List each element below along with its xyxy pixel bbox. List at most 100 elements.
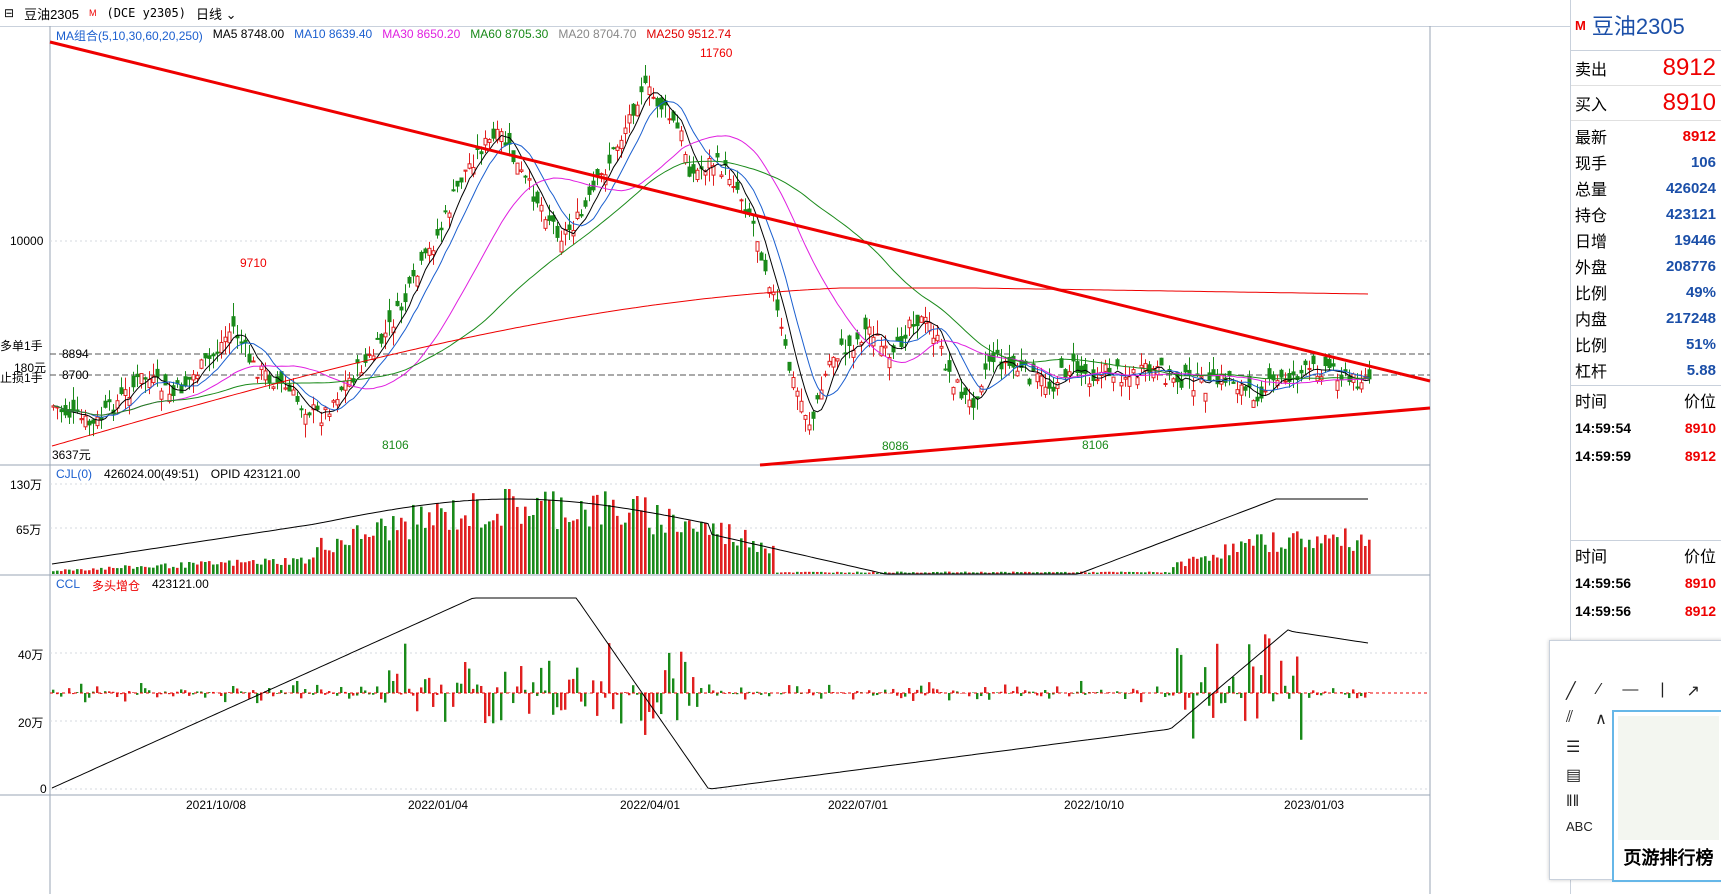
candle-body [835, 358, 840, 362]
oi-bar [388, 670, 391, 693]
ma-legend-label[interactable]: MA组合(5,10,30,60,20,250) [56, 29, 203, 43]
vline-tool-icon[interactable]: | [1660, 681, 1665, 698]
candle-body [171, 385, 176, 397]
volume-bar [940, 572, 943, 574]
stat-row: 内盘 217248 [1575, 309, 1716, 330]
price-label-10000: 10000 [10, 234, 44, 248]
volume-bar [840, 572, 843, 574]
chart-area[interactable]: MA组合(5,10,30,60,20,250) MA5 8748.00 MA10 … [0, 26, 1570, 894]
candle-body [447, 212, 452, 218]
line-label-8894: 8894 [62, 347, 89, 361]
text-tool-button[interactable]: ABC [1566, 819, 1593, 834]
oi-bar [1200, 682, 1203, 693]
volume-bar [580, 501, 583, 574]
oi-bar [268, 688, 271, 693]
oi-bar [736, 693, 739, 695]
order-mark-amount: 3637元 [52, 448, 91, 462]
volume-bar [320, 537, 323, 574]
bars-tool-icon[interactable]: ‖‖ [1566, 793, 1580, 810]
volume-bar [508, 489, 511, 574]
candle-body [823, 373, 828, 376]
date-label: 2021/10/08 [186, 798, 247, 812]
volume-axis-130: 130万 [10, 478, 43, 492]
tick-row: 14:59:56 8912 [1575, 603, 1716, 619]
trendline-lower[interactable] [759, 406, 1431, 467]
volume-bar [116, 568, 119, 574]
candle-body [631, 103, 636, 116]
oi-bar [884, 689, 887, 693]
oi-bar [788, 685, 791, 693]
volume-bar [224, 562, 227, 574]
candle-body [1159, 357, 1164, 366]
candle-body [367, 353, 372, 356]
kline-chart[interactable] [0, 26, 1570, 894]
candle-body [383, 332, 388, 338]
hline-tool-icon[interactable]: — [1622, 681, 1639, 698]
candle-body [463, 169, 468, 172]
candle-body [1311, 355, 1316, 365]
volume-bar [420, 506, 423, 574]
volume-bar [1052, 572, 1055, 574]
oi-bar [276, 693, 279, 694]
candle-body [1343, 369, 1348, 372]
oi-bar [164, 691, 167, 693]
volume-bar [944, 571, 947, 574]
channel-tool-icon[interactable]: ⫽ [1566, 709, 1574, 726]
trendline-upper[interactable] [49, 40, 1431, 383]
ccl-label[interactable]: CCL [56, 577, 81, 591]
oi-bar [1256, 693, 1259, 719]
menu-icon[interactable]: ⊟ [4, 6, 15, 20]
volume-bar [688, 520, 691, 574]
cjl-label[interactable]: CJL(0) [56, 467, 93, 481]
ad-popup[interactable]: 页游排行榜 [1612, 710, 1721, 882]
candle-body [203, 353, 208, 359]
fib-tool-icon[interactable]: ☰ [1566, 739, 1581, 756]
oi-bar [968, 693, 971, 697]
candle-body [207, 355, 212, 359]
stat-row: 现手 106 [1575, 153, 1716, 174]
volume-bar [1332, 534, 1335, 574]
candle-body [883, 345, 888, 349]
ray-tool-icon[interactable]: ⁄ [1597, 681, 1601, 698]
volume-bar [1136, 572, 1139, 574]
oi-bar [1176, 648, 1179, 693]
oi-bar [1236, 693, 1239, 695]
period-selector[interactable]: 日线 ⌄ [195, 6, 237, 22]
arrow-tool-icon[interactable]: ↗ [1686, 683, 1700, 700]
volume-bar [872, 571, 875, 574]
volume-bar [1308, 539, 1311, 574]
oi-bar [628, 693, 631, 696]
ccl-kind: 多头增仓 [92, 579, 141, 593]
panel-symbol[interactable]: 豆油2305 [1591, 14, 1685, 39]
volume-bar [208, 561, 211, 574]
oi-bar [644, 693, 647, 735]
oi-bar [1052, 693, 1055, 695]
oi-bar [1000, 691, 1003, 693]
volume-bar [680, 532, 683, 574]
candle-body [651, 96, 656, 99]
wave-tool-icon[interactable]: ∧ [1595, 711, 1607, 728]
oi-bar [296, 680, 299, 693]
oi-bar [484, 693, 487, 724]
sell-quote[interactable]: 卖出 8912 [1571, 51, 1721, 86]
candle-body [71, 399, 76, 411]
candle-body [943, 368, 948, 371]
candle-body [247, 353, 252, 363]
oi-bar [1316, 693, 1319, 696]
volume-bar [492, 520, 495, 574]
candle-body [303, 413, 308, 425]
gann-tool-icon[interactable]: ▤ [1566, 767, 1582, 784]
cjl-opid: OPID 423121.00 [210, 467, 301, 481]
oi-bar [1272, 693, 1275, 702]
volume-legend: CJL(0) 426024.00(49:51) OPID 423121.00 [56, 467, 300, 481]
oi-bar [1180, 654, 1183, 693]
volume-bar [1312, 548, 1315, 574]
line-tool-icon[interactable]: ╱ [1566, 683, 1576, 700]
volume-bar [1344, 528, 1347, 574]
volume-bar [204, 561, 207, 574]
buy-quote[interactable]: 买入 8910 [1571, 86, 1721, 121]
volume-bar [808, 571, 811, 574]
candle-body [1231, 381, 1236, 384]
oi-bar [1124, 693, 1127, 700]
volume-bar [1284, 548, 1287, 574]
